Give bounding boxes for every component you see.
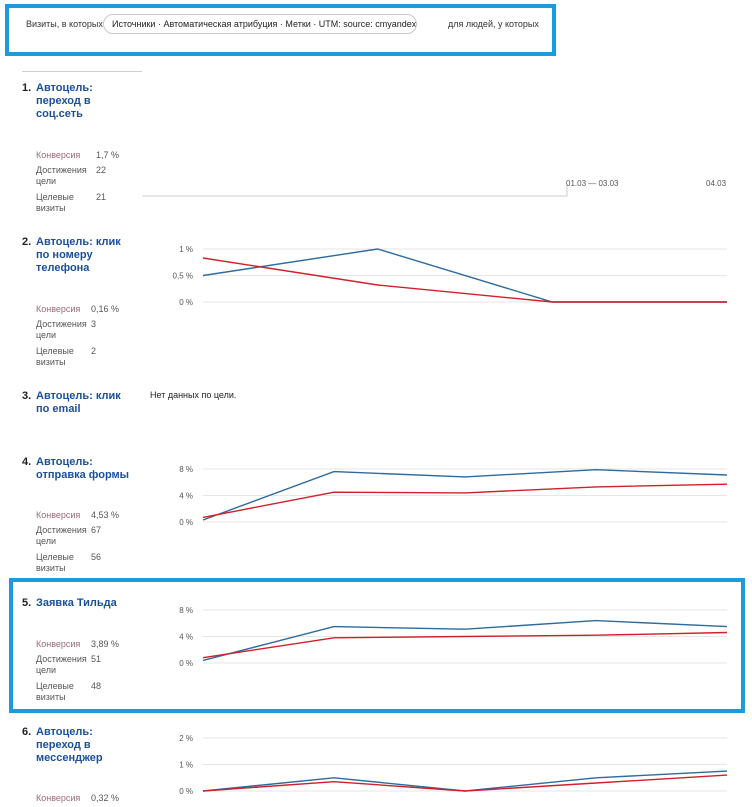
goal-title[interactable]: 3. Автоцель: клик по email xyxy=(22,390,132,416)
y-tick-label: 0 % xyxy=(179,787,193,796)
conversion-value: 1,7 % xyxy=(96,150,120,160)
series-line xyxy=(202,257,727,303)
conversion-label: Конверсия xyxy=(36,150,81,160)
achievements-value: 22 xyxy=(96,165,107,175)
y-tick-label: 0 % xyxy=(179,659,193,668)
line-chart: 8 % 4 % 0 % xyxy=(179,606,728,668)
achievements-label: Достижения цели xyxy=(36,525,87,546)
goal-name-link[interactable]: Заявка Тильда xyxy=(36,597,117,609)
no-data-message: Нет данных по цели. xyxy=(150,390,237,400)
goal-item: 2. Автоцель: клик по номеру телефона xyxy=(22,236,132,275)
achievements-label: Достижения цели xyxy=(36,165,87,186)
goal-title[interactable]: 6. Автоцель: переход в мессенджер xyxy=(22,726,132,765)
y-tick-label: 0 % xyxy=(179,298,193,307)
goal-title[interactable]: 1. Автоцель: переход в соц.сеть xyxy=(22,82,132,121)
goal-name-link[interactable]: Автоцель: клик по номеру телефона xyxy=(36,236,121,274)
y-tick-label: 1 % xyxy=(179,761,193,770)
conversion-label: Конверсия xyxy=(36,639,81,649)
target-visits-label: Целевые визиты xyxy=(36,552,74,573)
goal-number: 4. xyxy=(22,456,32,468)
achievements-value: 51 xyxy=(91,654,102,664)
line-chart: 2 % 1 % 0 % xyxy=(179,734,728,796)
target-visits-value: 56 xyxy=(91,552,102,562)
goal-name-link[interactable]: Автоцель: клик по email xyxy=(36,390,121,415)
y-tick-label: 2 % xyxy=(179,734,193,743)
conversion-value: 3,89 % xyxy=(91,639,120,649)
goal-number: 3. xyxy=(22,390,32,402)
goal-number: 1. xyxy=(22,82,32,94)
series-line xyxy=(202,619,728,662)
target-visits-value: 48 xyxy=(91,681,102,691)
y-tick-label: 8 % xyxy=(179,606,193,615)
achievements-value: 3 xyxy=(91,319,97,329)
goal-title[interactable]: 4. Автоцель: отправка формы xyxy=(22,456,132,482)
goal-item: 3. Автоцель: клик по email xyxy=(22,390,132,416)
conversion-label: Конверсия xyxy=(36,510,81,520)
conversion-value: 0,32 % xyxy=(91,793,120,803)
y-tick-label: 1 % xyxy=(179,245,193,254)
goal-number: 5. xyxy=(22,597,32,609)
goal-name-link[interactable]: Автоцель: отправка формы xyxy=(36,456,130,481)
achievements-label: Достижения цели xyxy=(36,654,87,675)
timeline-end-label: 04.03 xyxy=(706,179,727,188)
goal-item: 1. Автоцель: переход в соц.сеть xyxy=(22,82,132,121)
goal-title[interactable]: 2. Автоцель: клик по номеру телефона xyxy=(22,236,132,275)
target-visits-label: Целевые визиты xyxy=(36,346,74,367)
series-line xyxy=(202,774,728,792)
goal-number: 2. xyxy=(22,236,32,248)
target-visits-value: 21 xyxy=(96,192,107,202)
timeline-axis xyxy=(142,184,568,197)
target-visits-label: Целевые визиты xyxy=(36,192,74,213)
filter-suffix: для людей, у которых xyxy=(448,19,539,29)
achievements-label: Достижения цели xyxy=(36,319,87,340)
target-visits-label: Целевые визиты xyxy=(36,681,74,702)
filter-bar-highlight xyxy=(5,4,556,56)
goal-item: 4. Автоцель: отправка формы xyxy=(22,456,132,482)
goal-title[interactable]: 5. Заявка Тильда xyxy=(22,597,132,610)
line-chart: 1 % 0,5 % 0 % xyxy=(173,245,727,307)
timeline-range-label: 01.03 — 03.03 xyxy=(566,179,619,188)
series-line xyxy=(202,468,728,521)
achievements-value: 67 xyxy=(91,525,102,535)
y-tick-label: 4 % xyxy=(179,492,193,501)
goal-name-link[interactable]: Автоцель: переход в мессенджер xyxy=(36,726,103,764)
divider xyxy=(22,71,142,72)
conversion-label: Конверсия xyxy=(36,304,81,314)
segment-filter-pill[interactable]: Источники · Автоматическая атрибуция · М… xyxy=(103,14,417,34)
goal-item: 5. Заявка Тильда xyxy=(22,597,132,610)
conversion-value: 4,53 % xyxy=(91,510,120,520)
y-tick-label: 8 % xyxy=(179,465,193,474)
goal-highlight xyxy=(9,578,745,713)
filter-prefix: Визиты, в которых xyxy=(26,19,103,29)
line-chart: 8 % 4 % 0 % xyxy=(179,465,728,527)
goal-item: 6. Автоцель: переход в мессенджер xyxy=(22,726,132,765)
y-tick-label: 4 % xyxy=(179,633,193,642)
series-line xyxy=(202,483,728,519)
conversion-value: 0,16 % xyxy=(91,304,120,314)
target-visits-value: 2 xyxy=(91,346,97,356)
series-line xyxy=(202,770,728,792)
goal-name-link[interactable]: Автоцель: переход в соц.сеть xyxy=(36,82,93,120)
y-tick-label: 0,5 % xyxy=(173,272,193,281)
goal-number: 6. xyxy=(22,726,32,738)
series-line xyxy=(202,631,728,659)
conversion-label: Конверсия xyxy=(36,793,81,803)
y-tick-label: 0 % xyxy=(179,518,193,527)
